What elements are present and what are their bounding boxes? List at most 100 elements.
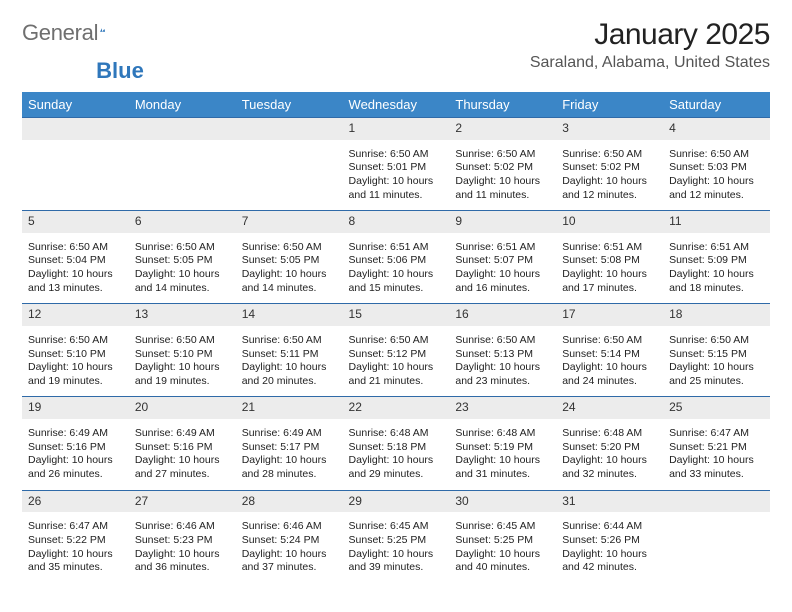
sunset-line: Sunset: 5:15 PM xyxy=(669,348,764,362)
calendar-cell: Sunrise: 6:50 AMSunset: 5:11 PMDaylight:… xyxy=(236,332,343,397)
daylight-line-2: and 11 minutes. xyxy=(455,189,550,203)
daylight-line-2: and 24 minutes. xyxy=(562,375,657,389)
sunset-line: Sunset: 5:01 PM xyxy=(349,161,444,175)
sunrise-line: Sunrise: 6:51 AM xyxy=(349,241,444,255)
daylight-line-2: and 11 minutes. xyxy=(349,189,444,203)
daylight-line-2: and 14 minutes. xyxy=(135,282,230,296)
daylight-line-1: Daylight: 10 hours xyxy=(28,361,123,375)
calendar-cell: Sunrise: 6:50 AMSunset: 5:12 PMDaylight:… xyxy=(343,332,450,397)
sunrise-line: Sunrise: 6:50 AM xyxy=(562,334,657,348)
calendar-cell: Sunrise: 6:50 AMSunset: 5:13 PMDaylight:… xyxy=(449,332,556,397)
daylight-line-1: Daylight: 10 hours xyxy=(349,548,444,562)
daynum-row: 567891011 xyxy=(22,210,770,239)
daylight-line-2: and 15 minutes. xyxy=(349,282,444,296)
day-number xyxy=(236,117,343,140)
day-number: 22 xyxy=(343,396,450,419)
calendar-cell: Sunrise: 6:47 AMSunset: 5:22 PMDaylight:… xyxy=(22,518,129,583)
daylight-line-2: and 42 minutes. xyxy=(562,561,657,575)
content-row: Sunrise: 6:50 AMSunset: 5:10 PMDaylight:… xyxy=(22,332,770,397)
day-number: 14 xyxy=(236,303,343,326)
sunrise-line: Sunrise: 6:50 AM xyxy=(135,241,230,255)
day-number: 4 xyxy=(663,117,770,140)
day-number: 17 xyxy=(556,303,663,326)
calendar-cell: Sunrise: 6:45 AMSunset: 5:25 PMDaylight:… xyxy=(449,518,556,583)
daylight-line-1: Daylight: 10 hours xyxy=(669,454,764,468)
calendar-cell: Sunrise: 6:46 AMSunset: 5:23 PMDaylight:… xyxy=(129,518,236,583)
location: Saraland, Alabama, United States xyxy=(530,54,770,72)
daylight-line-2: and 19 minutes. xyxy=(28,375,123,389)
daylight-line-2: and 25 minutes. xyxy=(669,375,764,389)
sunrise-line: Sunrise: 6:50 AM xyxy=(349,148,444,162)
title-block: January 2025 Saraland, Alabama, United S… xyxy=(530,18,770,72)
day-number: 23 xyxy=(449,396,556,419)
calendar-cell xyxy=(663,518,770,583)
sunrise-line: Sunrise: 6:50 AM xyxy=(455,334,550,348)
daylight-line-2: and 12 minutes. xyxy=(669,189,764,203)
daylight-line-1: Daylight: 10 hours xyxy=(455,548,550,562)
day-number xyxy=(22,117,129,140)
daylight-line-1: Daylight: 10 hours xyxy=(669,361,764,375)
sunset-line: Sunset: 5:21 PM xyxy=(669,441,764,455)
day-number: 12 xyxy=(22,303,129,326)
weekday-header: Friday xyxy=(556,92,663,117)
day-number: 27 xyxy=(129,490,236,513)
sunrise-line: Sunrise: 6:50 AM xyxy=(669,334,764,348)
daylight-line-1: Daylight: 10 hours xyxy=(455,454,550,468)
sunset-line: Sunset: 5:19 PM xyxy=(455,441,550,455)
daylight-line-2: and 18 minutes. xyxy=(669,282,764,296)
day-number: 24 xyxy=(556,396,663,419)
sunset-line: Sunset: 5:02 PM xyxy=(455,161,550,175)
daylight-line-1: Daylight: 10 hours xyxy=(242,454,337,468)
daylight-line-2: and 20 minutes. xyxy=(242,375,337,389)
sunset-line: Sunset: 5:25 PM xyxy=(349,534,444,548)
sunset-line: Sunset: 5:23 PM xyxy=(135,534,230,548)
daylight-line-1: Daylight: 10 hours xyxy=(455,268,550,282)
calendar-cell: Sunrise: 6:50 AMSunset: 5:10 PMDaylight:… xyxy=(129,332,236,397)
day-number: 3 xyxy=(556,117,663,140)
sunset-line: Sunset: 5:08 PM xyxy=(562,254,657,268)
day-number: 7 xyxy=(236,210,343,233)
day-number: 5 xyxy=(22,210,129,233)
daylight-line-2: and 36 minutes. xyxy=(135,561,230,575)
daylight-line-1: Daylight: 10 hours xyxy=(669,175,764,189)
content-row: Sunrise: 6:47 AMSunset: 5:22 PMDaylight:… xyxy=(22,518,770,583)
sunset-line: Sunset: 5:11 PM xyxy=(242,348,337,362)
daylight-line-1: Daylight: 10 hours xyxy=(242,361,337,375)
day-number: 29 xyxy=(343,490,450,513)
daylight-line-1: Daylight: 10 hours xyxy=(135,361,230,375)
day-number: 2 xyxy=(449,117,556,140)
sunset-line: Sunset: 5:10 PM xyxy=(28,348,123,362)
daylight-line-1: Daylight: 10 hours xyxy=(562,268,657,282)
calendar-cell: Sunrise: 6:48 AMSunset: 5:19 PMDaylight:… xyxy=(449,425,556,490)
daylight-line-1: Daylight: 10 hours xyxy=(135,548,230,562)
calendar-cell: Sunrise: 6:50 AMSunset: 5:14 PMDaylight:… xyxy=(556,332,663,397)
logo-text-general: General xyxy=(22,20,98,46)
weekday-header: Monday xyxy=(129,92,236,117)
calendar-page: General January 2025 Saraland, Alabama, … xyxy=(0,0,792,593)
logo-mark-icon xyxy=(100,21,105,39)
daylight-line-2: and 35 minutes. xyxy=(28,561,123,575)
daynum-row: 1234 xyxy=(22,117,770,146)
day-number: 18 xyxy=(663,303,770,326)
sunrise-line: Sunrise: 6:50 AM xyxy=(455,148,550,162)
calendar-body: 1234 Sunrise: 6:50 AMSunset: 5:01 PMDayl… xyxy=(22,117,770,583)
sunrise-line: Sunrise: 6:49 AM xyxy=(28,427,123,441)
calendar-cell: Sunrise: 6:50 AMSunset: 5:04 PMDaylight:… xyxy=(22,239,129,304)
sunrise-line: Sunrise: 6:50 AM xyxy=(669,148,764,162)
sunrise-line: Sunrise: 6:45 AM xyxy=(455,520,550,534)
sunrise-line: Sunrise: 6:51 AM xyxy=(455,241,550,255)
sunset-line: Sunset: 5:16 PM xyxy=(28,441,123,455)
daylight-line-2: and 39 minutes. xyxy=(349,561,444,575)
sunrise-line: Sunrise: 6:48 AM xyxy=(349,427,444,441)
calendar-cell: Sunrise: 6:50 AMSunset: 5:05 PMDaylight:… xyxy=(129,239,236,304)
calendar-cell xyxy=(129,146,236,211)
weekday-header: Wednesday xyxy=(343,92,450,117)
daylight-line-1: Daylight: 10 hours xyxy=(349,268,444,282)
sunrise-line: Sunrise: 6:50 AM xyxy=(242,334,337,348)
day-number: 20 xyxy=(129,396,236,419)
sunset-line: Sunset: 5:05 PM xyxy=(135,254,230,268)
sunset-line: Sunset: 5:07 PM xyxy=(455,254,550,268)
sunrise-line: Sunrise: 6:50 AM xyxy=(135,334,230,348)
daylight-line-1: Daylight: 10 hours xyxy=(562,175,657,189)
daylight-line-1: Daylight: 10 hours xyxy=(562,454,657,468)
